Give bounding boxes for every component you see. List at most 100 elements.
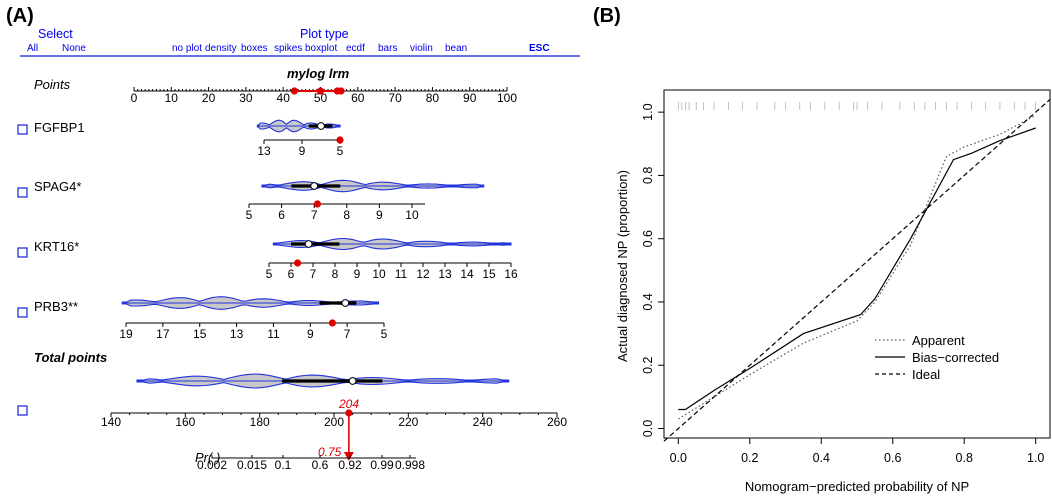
- total-axis-tick-label: 180: [250, 415, 270, 429]
- checkbox-total[interactable]: [17, 405, 28, 416]
- probability-axis-tick-label: 0.998: [395, 458, 425, 472]
- variable-axis-tick-label: 7: [344, 327, 351, 341]
- total-axis-tick-label: 220: [398, 415, 418, 429]
- plot-type-bean[interactable]: bean: [445, 43, 467, 54]
- points-tick-label: 0: [131, 91, 138, 105]
- variable-axis-tick-label: 9: [376, 208, 383, 222]
- points-tick-label: 90: [463, 91, 477, 105]
- variable-label-krt16: KRT16*: [34, 239, 79, 254]
- probability-axis-tick-label: 0.92: [338, 458, 362, 472]
- calibration-series-bias-corrected: [678, 127, 1036, 411]
- plot-type-violin[interactable]: violin: [410, 43, 433, 54]
- points-tick-label: 40: [277, 91, 291, 105]
- total-points-label: Total points: [34, 350, 107, 365]
- variable-plot-prb3: 19 17 15 13 11 9 7 5: [119, 296, 388, 341]
- variable-axis-tick-label: 15: [482, 267, 496, 281]
- points-tick-label: 60: [351, 91, 365, 105]
- calibration-x-tick-label: 1.0: [1027, 451, 1044, 465]
- points-marker: [316, 87, 325, 95]
- variable-axis-tick-label: 10: [405, 208, 419, 222]
- variable-row-fgfbp1: FGFBP1 13 9 5: [17, 119, 344, 158]
- calibration-ylabel: Actual diagnosed NP (proportion): [615, 170, 630, 362]
- points-tick-label: 50: [314, 91, 328, 105]
- total-value-label: 204: [338, 397, 359, 411]
- variable-row-krt16: KRT16* 5 6 7 8 9 10 11 12 13 14 15 16: [17, 237, 518, 281]
- calibration-lines: [663, 99, 1051, 442]
- probability-value-label: 0.75: [318, 445, 342, 459]
- calibration-y-tick-label: 0.4: [641, 293, 655, 310]
- calibration-x-tick-label: 0.2: [741, 451, 758, 465]
- variable-axis-tick-label: 10: [372, 267, 386, 281]
- legend-label-bias-corrected: Bias−corrected: [912, 350, 999, 365]
- variable-axis-tick-label: 5: [337, 144, 344, 158]
- checkbox-prb3[interactable]: [17, 307, 28, 318]
- plot-type-bars[interactable]: bars: [378, 43, 397, 54]
- variable-plot-spag4: 5 6 7 8 9 10: [246, 179, 485, 222]
- variable-axis-tick-label: 5: [381, 327, 388, 341]
- variable-axis-tick-label: 9: [299, 144, 306, 158]
- total-axis-tick-label: 160: [175, 415, 195, 429]
- calibration-axes: 0.0 0.0 0.2 0.2 0.4 0.4 0.6 0.6 0.8 0.8 1.0 1.0: [641, 103, 1044, 465]
- legend-label-ideal: Ideal: [912, 367, 940, 382]
- variable-row-spag4: SPAG4* 5 6 7 8 9 10: [17, 179, 485, 222]
- plot-type-ecdf[interactable]: ecdf: [346, 43, 365, 54]
- calibration-x-tick-label: 0.6: [884, 451, 901, 465]
- variable-axis-tick-label: 9: [307, 327, 314, 341]
- panel-a-label: (A): [6, 5, 34, 27]
- total-axis-tick-label: 200: [324, 415, 344, 429]
- points-marker: [290, 87, 298, 95]
- plot-type-spikes[interactable]: spikes: [274, 43, 302, 54]
- variable-axis-tick-label: 19: [119, 327, 133, 341]
- variable-median: [317, 122, 325, 130]
- panel-b-label: (B): [593, 5, 621, 27]
- plot-type-no-plot[interactable]: no plot: [172, 43, 202, 54]
- checkbox-fgfbp1[interactable]: [17, 124, 28, 135]
- total-points-plot: 140 160 180 200 220 240 260: [101, 373, 567, 461]
- model-title: mylog lrm: [287, 66, 350, 81]
- plot-type-boxes[interactable]: boxes: [241, 43, 268, 54]
- variable-axis-tick-label: 11: [395, 267, 408, 281]
- plot-type-boxplot[interactable]: boxplot: [305, 43, 337, 54]
- esc-button[interactable]: ESC: [529, 43, 550, 54]
- calibration-xlabel: Nomogram−predicted probability of NP: [745, 479, 969, 494]
- points-tick-label: 30: [239, 91, 253, 105]
- calibration-x-tick-label: 0.8: [956, 451, 973, 465]
- variable-axis-tick-label: 14: [460, 267, 474, 281]
- select-all-button[interactable]: All: [27, 43, 38, 54]
- variable-label-spag4: SPAG4*: [34, 179, 81, 194]
- variable-label-prb3: PRB3**: [34, 299, 78, 314]
- points-label: Points: [34, 77, 71, 92]
- variable-axis-tick-label: 6: [278, 208, 285, 222]
- select-none-button[interactable]: None: [62, 43, 86, 54]
- variable-selected-marker: [294, 259, 302, 267]
- plot-type-density[interactable]: density: [205, 43, 237, 54]
- calibration-x-tick-label: 0.0: [670, 451, 687, 465]
- legend-label-apparent: Apparent: [912, 333, 965, 348]
- calibration-y-tick-label: 0.8: [641, 167, 655, 184]
- variable-row-prb3: PRB3** 19 17 15 13 11 9 7 5: [17, 296, 388, 341]
- calibration-rug: [677, 102, 1037, 110]
- checkbox-spag4[interactable]: [17, 187, 28, 198]
- variable-axis-tick-label: 5: [246, 208, 253, 222]
- variable-plot-krt16: 5 6 7 8 9 10 11 12 13 14 15 16: [266, 237, 518, 281]
- calibration-y-tick-label: 0.6: [641, 230, 655, 247]
- variable-axis-tick-label: 6: [288, 267, 295, 281]
- variable-axis-tick-label: 16: [504, 267, 518, 281]
- probability-label: Pr( ): [195, 450, 220, 465]
- total-axis-tick-label: 240: [473, 415, 493, 429]
- variable-axis-tick-label: 11: [267, 327, 280, 341]
- total-median: [348, 377, 357, 385]
- points-tick-label: 100: [497, 91, 517, 105]
- variable-axis-tick-label: 13: [438, 267, 452, 281]
- checkbox-krt16[interactable]: [17, 247, 28, 258]
- variable-median: [304, 240, 313, 248]
- calibration-y-tick-label: 0.2: [641, 357, 655, 374]
- variable-axis-tick-label: 17: [156, 327, 170, 341]
- calibration-series-ideal: [663, 99, 1051, 442]
- calibration-series-apparent: [677, 114, 1036, 420]
- variable-selected-marker: [336, 136, 344, 144]
- probability-axis: 0.002 0.015 0.1 0.6 0.92 0.99 0.998: [197, 455, 425, 472]
- variable-plot-fgfbp1: 13 9 5: [256, 119, 344, 158]
- calibration-plot-frame: [663, 89, 1051, 439]
